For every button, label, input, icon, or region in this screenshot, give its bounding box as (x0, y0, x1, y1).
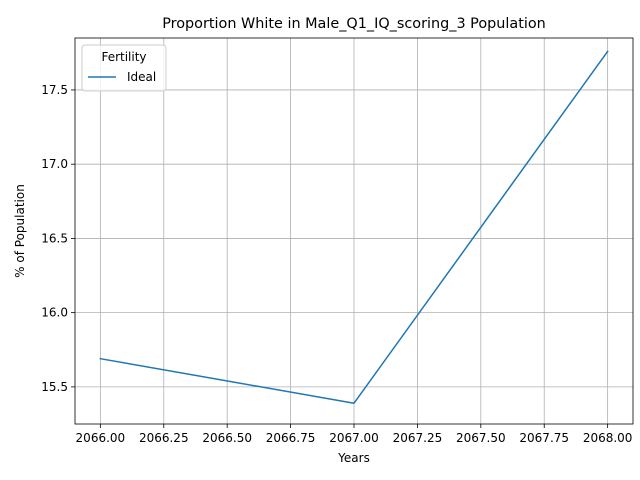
x-tick-label: 2066.25 (139, 431, 189, 445)
y-tick-label: 16.0 (41, 306, 68, 320)
x-tick-label: 2067.50 (456, 431, 506, 445)
legend: Fertility Ideal (81, 44, 167, 92)
chart-title: Proportion White in Male_Q1_IQ_scoring_3… (162, 16, 546, 32)
x-tick-label: 2067.75 (519, 431, 569, 445)
legend-box (81, 44, 167, 92)
y-tick-label: 15.5 (41, 380, 68, 394)
y-tick-label: 16.5 (41, 231, 68, 245)
x-tick-label: 2066.50 (202, 431, 252, 445)
grid (75, 38, 633, 424)
y-tick-label: 17.5 (41, 83, 68, 97)
x-tick-label: 2066.75 (266, 431, 316, 445)
y-tick-label: 17.0 (41, 157, 68, 171)
ticks: 2066.00 2066.25 2066.50 2066.75 2067.00 2067.… (41, 83, 632, 445)
x-tick-label: 2066.00 (76, 431, 126, 445)
series-layer (99, 50, 609, 404)
x-axis-label: Years (337, 451, 370, 465)
x-tick-label: 2067.25 (393, 431, 443, 445)
y-axis-label: % of Population (13, 184, 27, 278)
legend-label-ideal: Ideal (127, 70, 156, 84)
x-tick-label: 2068.00 (583, 431, 633, 445)
x-tick-label: 2067.00 (329, 431, 379, 445)
legend-title: Fertility (101, 50, 146, 64)
